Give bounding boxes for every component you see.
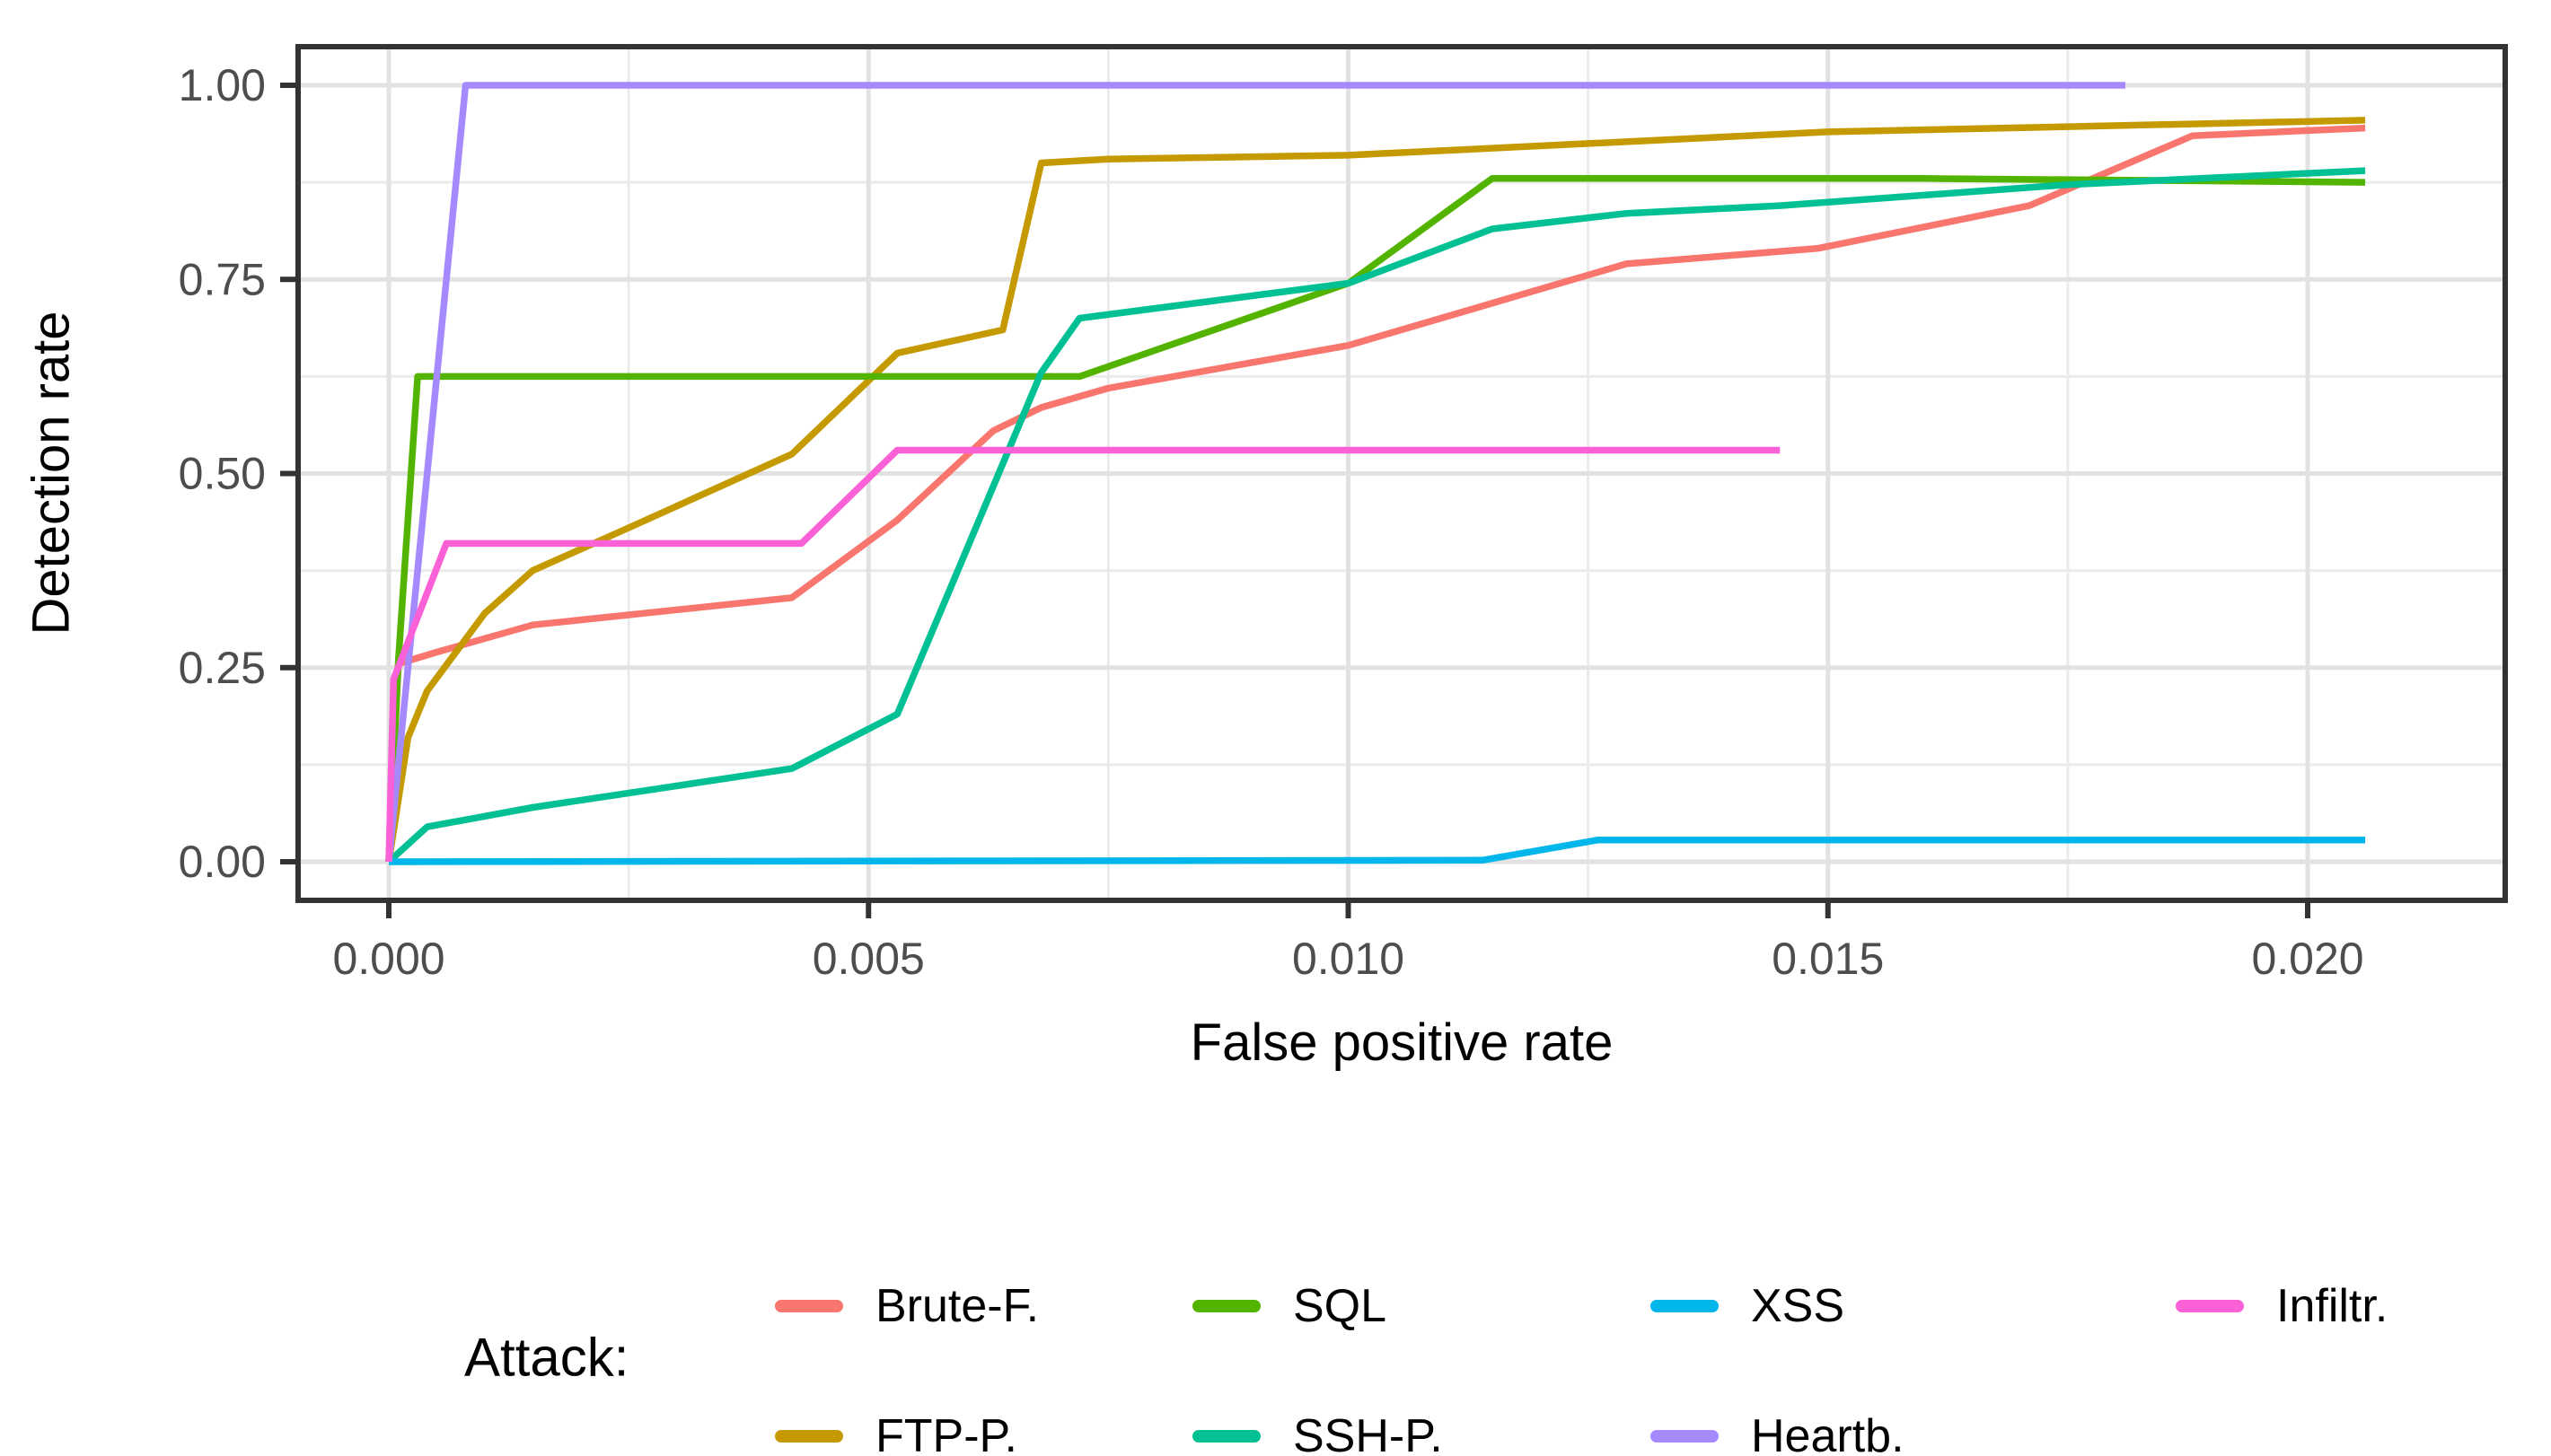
y-tick-label: 0.75 [179,254,266,304]
x-tick-label: 0.005 [813,934,925,984]
legend-label-infiltr: Infiltr. [2276,1280,2388,1332]
series-line-xss [388,837,2366,865]
legend-key-ssh-p [1192,1430,1261,1443]
x-axis-title: False positive rate [1190,1013,1614,1072]
x-tick-label: 0.000 [332,934,444,984]
legend-title: Attack: [464,1327,629,1388]
series-line-sql [385,175,2366,863]
legend-item-xss: XSS [1650,1279,1844,1333]
series-line-ftp-p [385,117,2366,863]
legend-key-heartb [1650,1430,1719,1443]
y-tick-label: 0.00 [179,837,266,887]
legend-key-brute-f [775,1300,843,1312]
series-line-ssh-p [386,167,2366,864]
legend-key-ftp-p [775,1430,843,1443]
legend-label-sql: SQL [1293,1280,1387,1332]
x-tick-label: 0.020 [2251,934,2363,984]
legend-key-infiltr [2176,1300,2244,1312]
series-line-infiltr [385,446,1781,863]
y-axis-title: Detection rate [22,311,81,636]
legend-label-heartb: Heartb. [1751,1410,1904,1456]
legend-item-brute-f: Brute-F. [775,1279,1039,1333]
legend-item-sql: SQL [1192,1279,1386,1333]
y-tick-label: 0.50 [179,449,266,499]
x-tick-label: 0.015 [1772,934,1884,984]
legend-item-heartb: Heartb. [1650,1409,1904,1456]
legend-item-infiltr: Infiltr. [2176,1279,2388,1333]
legend-label-brute-f: Brute-F. [875,1280,1040,1332]
legend-item-ftp-p: FTP-P. [775,1409,1017,1456]
y-tick-label: 0.25 [179,643,266,693]
legend-key-sql [1192,1300,1261,1312]
legend-item-ssh-p: SSH-P. [1192,1409,1443,1456]
legend-label-ftp-p: FTP-P. [875,1410,1017,1456]
legend-label-xss: XSS [1751,1280,1845,1332]
y-tick-label: 1.00 [179,60,266,110]
x-tick-label: 0.010 [1292,934,1404,984]
series-line-heartb [385,82,2125,863]
legend-key-xss [1650,1300,1719,1312]
series-line-brute-f [385,124,2366,863]
legend-label-ssh-p: SSH-P. [1293,1410,1443,1456]
